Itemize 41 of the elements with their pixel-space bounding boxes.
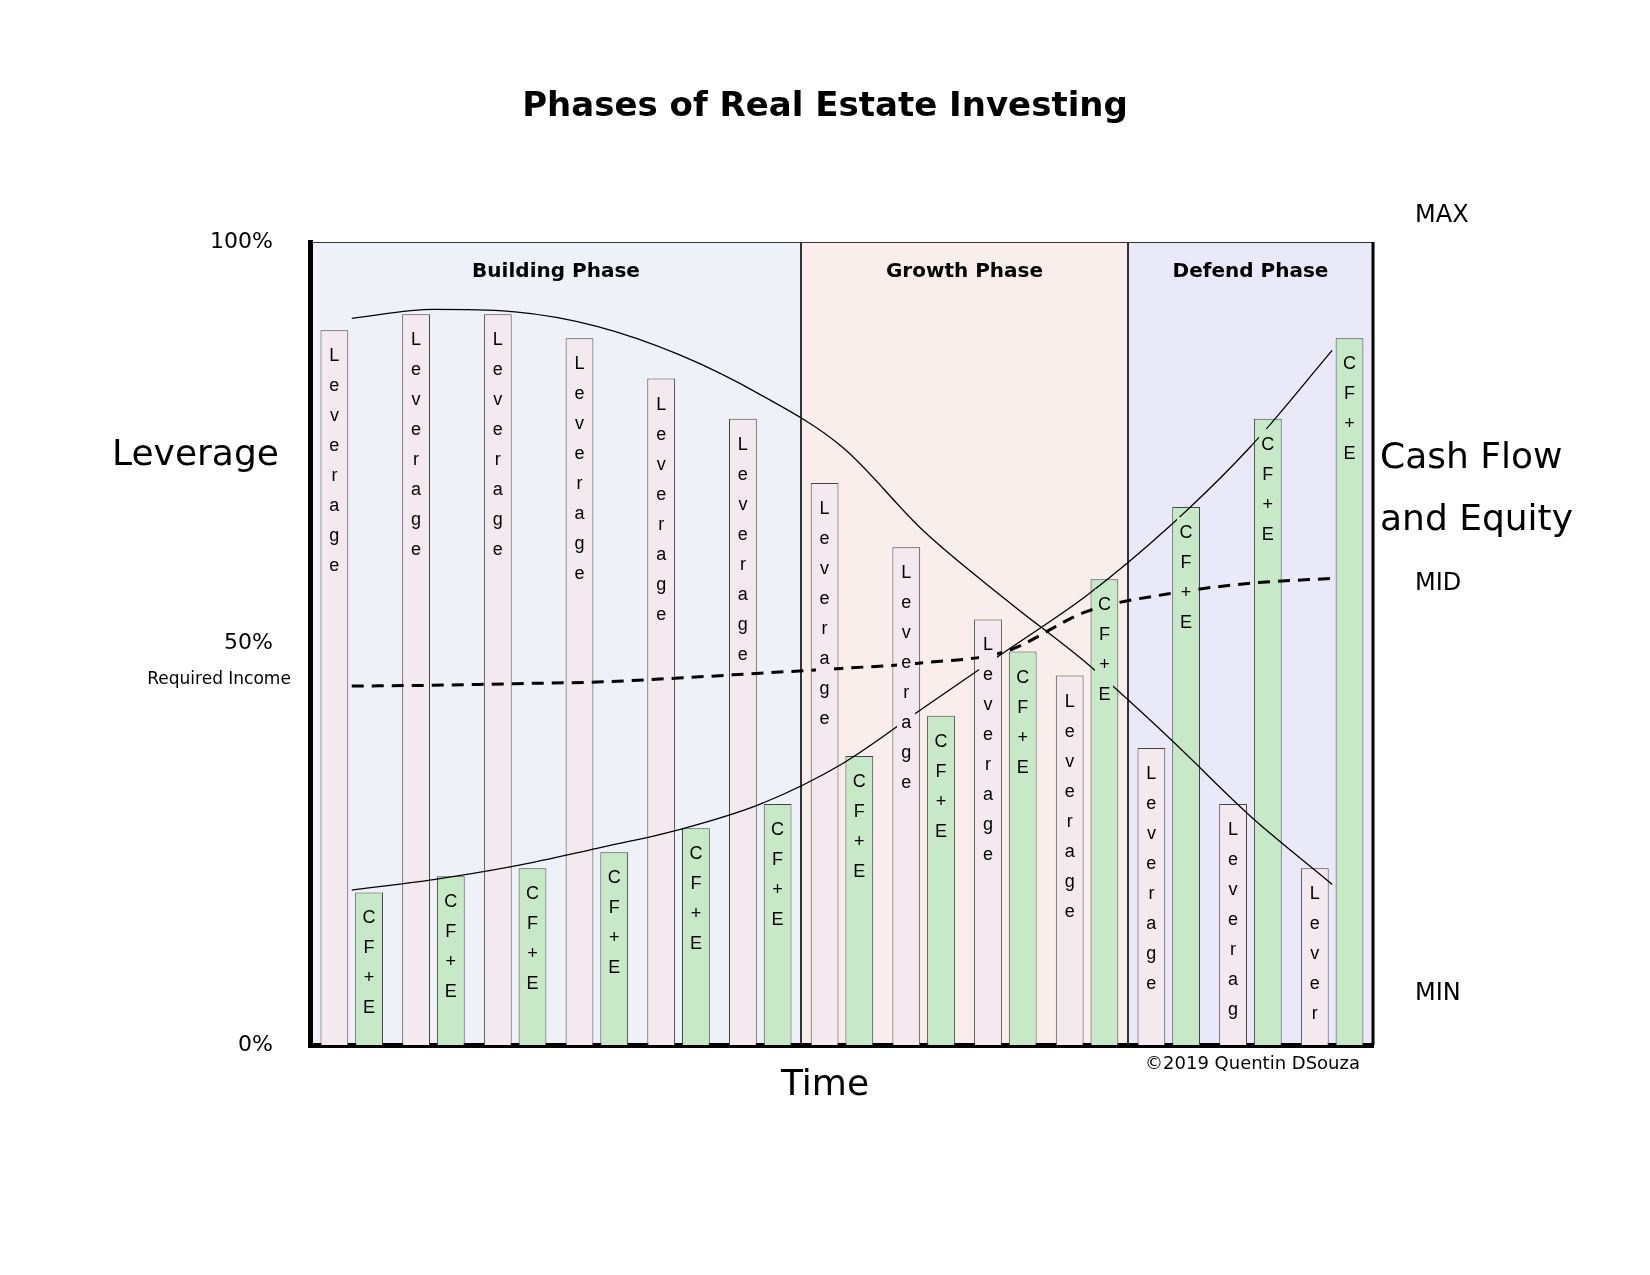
data-label: Leverage [655,392,668,626]
data-label: CF+E [770,818,786,932]
data-label: CF+E [361,906,377,1020]
data-label: CF+E [1260,432,1276,546]
text: ©2019 Quentin DSouza [1144,1052,1360,1073]
y-axis-title: Leverage [112,432,279,473]
annotation: Defend Phase [1172,258,1329,283]
y-tick-label: 50% [223,629,273,655]
y2-axis-title: Cash Flow and Equity [1380,434,1574,540]
data-label: Leverage [1145,761,1158,995]
data-label: Leverage [736,432,749,666]
data-label: CF+E [606,866,622,980]
data-label: Leverag [1227,818,1240,1022]
chart-title: Phases of Real Estate Investing [521,84,1129,124]
data-label: Leverage [981,633,994,867]
data-label: Leverage [328,344,341,578]
data-label: Leverage [410,328,423,562]
data-label: CF+E [1015,665,1031,779]
text: MIN [1415,978,1461,1006]
data-label: Lever [1308,882,1321,1026]
x-axis-title: Time [780,1062,870,1103]
y-tick-label: 100% [209,227,273,253]
data-label: CF+E [688,842,704,956]
data-label: CF+E [1096,593,1112,707]
data-label: CF+E [1342,352,1357,466]
data-label: CF+E [851,769,867,883]
y-tick-label: 0% [237,1030,273,1056]
text: MAX [1415,200,1469,228]
data-label: Leverage [1063,689,1076,923]
data-label: CF+E [1178,521,1194,634]
data-label: Leverage [573,352,586,586]
data-label: CF+E [443,890,459,1004]
annotation: Growth Phase [885,258,1044,283]
data-label: CF+E [525,882,540,996]
annotation: Building Phase [472,258,640,283]
data-label: CF+E [933,729,949,843]
text: Required Income [147,668,291,689]
text: MID [1415,568,1462,596]
data-label: Leverage [491,328,504,562]
data-label: Leverage [818,496,831,730]
data-label: Leverage [900,561,913,795]
